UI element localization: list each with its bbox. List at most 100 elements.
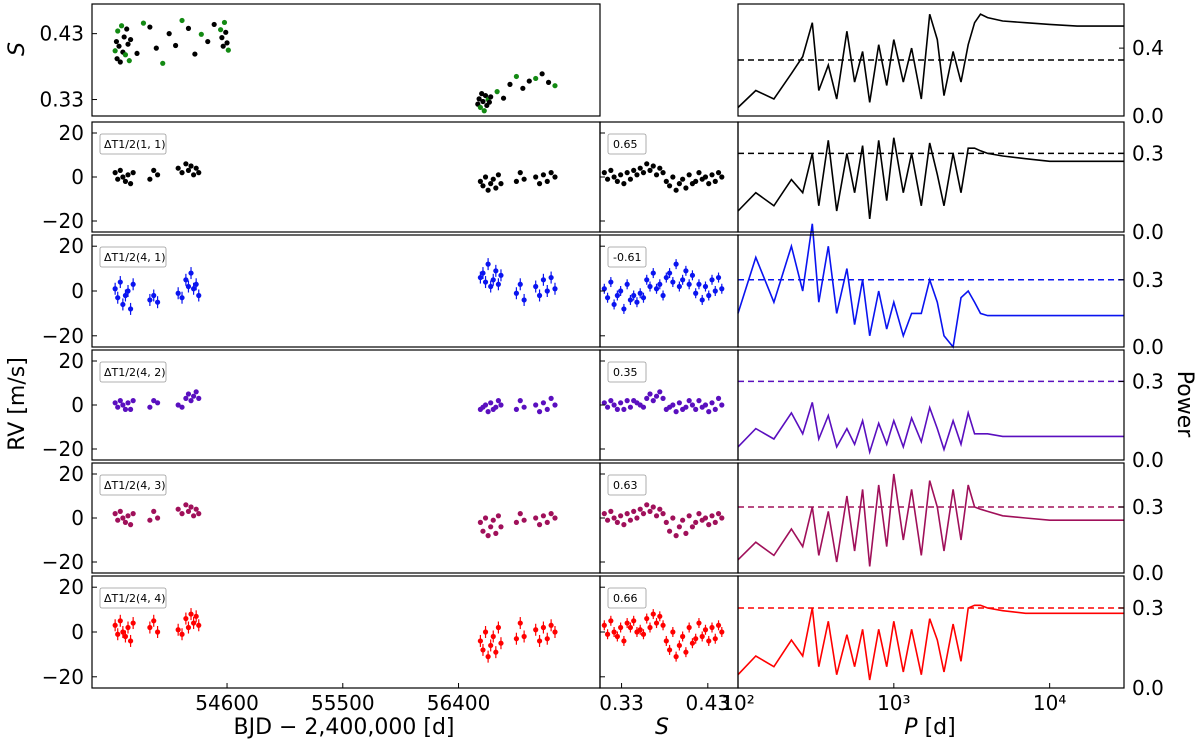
rv-time-point [188, 270, 194, 276]
rv-time-point [493, 530, 499, 537]
rv-time-point [120, 402, 126, 408]
rv-time-point [513, 636, 520, 642]
rv-s-point [715, 395, 722, 401]
rv-row-label: ΔT1/2(4, 2) [99, 361, 167, 383]
rv-time-point [552, 515, 558, 521]
rv-time-point [552, 402, 558, 408]
x-period-ticklabel: 10³ [877, 691, 910, 715]
s-time-point [477, 104, 483, 111]
rv-s-point [709, 277, 715, 283]
rv-s-point [683, 268, 689, 274]
rv-time-y-ticklabel: −20 [42, 665, 84, 689]
rv-time-point [188, 398, 194, 404]
rv-s-point [614, 292, 620, 299]
s-time-point [114, 56, 120, 62]
rv-time-point [112, 170, 118, 176]
rv-time-point [122, 292, 129, 299]
rv-s-point [689, 640, 696, 646]
rv-time-point [122, 178, 129, 184]
rv-s-point [627, 517, 634, 523]
rv-time-point [112, 510, 118, 517]
rv-time-point [477, 274, 483, 281]
corr-label-text: 0.65 [613, 138, 638, 151]
rv-time-point [188, 504, 194, 510]
rv-s-point [618, 400, 624, 406]
s-time-point [134, 50, 140, 57]
rv-time-point [125, 624, 131, 631]
s-time-point [166, 31, 172, 37]
rv-s-point [702, 283, 709, 290]
s-time-point [127, 36, 134, 43]
rv-s-point [650, 611, 656, 617]
rv-s-point [601, 400, 607, 406]
rv-time-point [125, 172, 131, 178]
rv-s-point [686, 398, 692, 404]
rv-s-point [706, 292, 712, 299]
s-time-point [124, 26, 130, 32]
corr-label-box [607, 246, 647, 268]
s-time-point [116, 43, 122, 49]
rv-time-point [477, 178, 483, 184]
rv-s-point [608, 508, 614, 514]
rv-s-point [666, 528, 673, 534]
rv-time-point [188, 611, 194, 617]
rv-periodogram-line [737, 402, 1124, 456]
rv-time-point [521, 633, 527, 640]
rv-time-point [533, 174, 539, 180]
rv-s-point [601, 170, 607, 176]
rv-s-point [673, 187, 679, 193]
rv-time-point [548, 170, 554, 176]
rv-time-point [125, 513, 131, 519]
rv-time-point [544, 636, 550, 642]
rv-time-point [151, 167, 157, 173]
rv-time-point [482, 279, 489, 285]
power-y-ticklabel: 0.0 [1132, 676, 1164, 700]
corr-label-text: 0.63 [613, 479, 638, 492]
rv-s-point [660, 622, 666, 628]
s-power-y-ticklabel: 0.0 [1132, 104, 1164, 128]
s-time-point [507, 81, 513, 87]
rv-time-point [193, 506, 199, 512]
s-time-point [480, 98, 486, 105]
corr-label: 0.35 [607, 361, 647, 383]
rv-time-point [193, 165, 199, 171]
rv-time-point [540, 513, 547, 519]
rv-time-point [196, 510, 202, 517]
rv-s-point [719, 286, 725, 292]
rv-s-point [611, 629, 617, 635]
rv-s-point [715, 622, 722, 628]
rv-periodogram-line [737, 604, 1124, 681]
rv-s-point [699, 633, 705, 640]
rv-time-point [490, 277, 496, 283]
rv-s-point [680, 517, 686, 523]
rv-time-y-ticklabel: 0 [71, 620, 84, 644]
rv-s-point [657, 613, 663, 619]
s-time-point [488, 94, 494, 100]
rv-time-point [552, 629, 558, 635]
xlabel-s: S [655, 715, 669, 740]
rv-time-y-ticklabel: 20 [59, 575, 84, 599]
rv-s-point [644, 615, 650, 622]
xlabel-period: P [d] [904, 715, 955, 740]
rv-row-label-box [99, 246, 167, 268]
rv-s-point [673, 261, 679, 267]
rv-s-point [604, 517, 611, 523]
rv-time-point [521, 297, 527, 303]
rv-time-point [125, 400, 131, 406]
rv-time-point [513, 178, 520, 184]
rv-time-point [179, 170, 185, 176]
plot-layer [112, 13, 1124, 681]
rv-time-point [154, 172, 161, 178]
rv-time-point [488, 400, 494, 406]
rv-s-point [696, 398, 702, 404]
corr-label-box [607, 361, 647, 383]
panel-rv-periodogram [737, 234, 1125, 348]
rv-s-point [663, 638, 669, 644]
rv-time-point [485, 654, 491, 660]
rv-time-y-ticklabel: 0 [71, 165, 84, 189]
rv-s-point [624, 510, 630, 517]
rv-s-point [686, 513, 692, 519]
rv-s-point [712, 178, 718, 184]
rv-time-point [154, 515, 161, 521]
s-time-point [179, 17, 185, 24]
